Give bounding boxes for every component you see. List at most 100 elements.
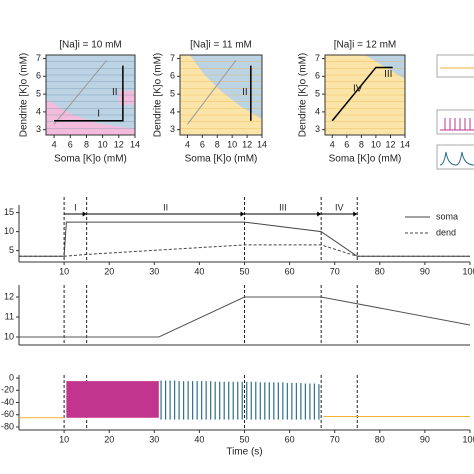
legend-label: soma	[436, 211, 458, 221]
x-axis-label: Soma [K]o (mM)	[185, 154, 258, 165]
y-tick-label: -60	[1, 409, 14, 419]
x-tick-label: 12	[114, 139, 124, 149]
plot-frame	[179, 54, 263, 136]
x-tick-label: 4	[330, 139, 335, 149]
x-tick-label: 20	[104, 434, 114, 444]
panel-title: [Na]i = 10 mM	[59, 40, 122, 51]
y-tick-label: 5	[36, 88, 41, 98]
x-tick-label: 6	[344, 139, 349, 149]
y-tick-label: 7	[170, 53, 175, 63]
line	[19, 244, 470, 257]
x-tick-label: 4	[185, 139, 190, 149]
inset-box	[436, 144, 474, 170]
x-tick-label: 6	[68, 139, 73, 149]
phase-label: I	[74, 202, 77, 212]
panel-title: [Na]i = 11 mM	[190, 40, 252, 51]
line	[53, 60, 108, 125]
line	[187, 60, 237, 125]
annotation: IV	[353, 83, 363, 94]
x-tick-label: 6	[200, 139, 205, 149]
region	[118, 91, 135, 105]
x-tick-label: 10	[227, 139, 237, 149]
x-tick-label: 10	[371, 139, 381, 149]
y-tick-label: 3	[36, 124, 41, 134]
y-tick-label: 3	[315, 124, 320, 134]
legend-label: dend	[436, 227, 456, 237]
x-tick-label: 12	[242, 139, 252, 149]
x-tick-label: 8	[359, 139, 364, 149]
x-axis-label: Time (s)	[226, 447, 262, 458]
line	[54, 65, 124, 122]
x-tick-label: 30	[149, 434, 159, 444]
y-axis-label: Dendrite [K]o (mM)	[19, 53, 30, 137]
y-tick-label: 5	[170, 88, 175, 98]
x-tick-label: 100	[462, 266, 474, 276]
x-tick-label: 8	[84, 139, 89, 149]
y-tick-label: 10	[4, 226, 14, 236]
phase-label: II	[163, 202, 168, 212]
annotation: II	[112, 87, 118, 98]
inset-box	[436, 109, 474, 135]
region	[46, 99, 135, 135]
x-axis-label: Soma [K]o (mM)	[54, 154, 127, 165]
y-tick-label: 4	[36, 106, 41, 116]
x-tick-label: 70	[330, 266, 340, 276]
x-tick-label: 4	[52, 139, 57, 149]
x-tick-label: 90	[420, 266, 430, 276]
y-tick-label: 10	[4, 331, 14, 341]
x-tick-label: 80	[375, 266, 385, 276]
y-tick-label: 7	[36, 53, 41, 63]
x-tick-label: 70	[330, 434, 340, 444]
x-tick-label: 40	[194, 266, 204, 276]
x-tick-label: 30	[149, 266, 159, 276]
x-tick-label: 100	[462, 434, 474, 444]
arrowhead	[353, 211, 358, 217]
y-tick-label: 3	[170, 124, 175, 134]
region	[189, 55, 262, 119]
x-tick-label: 50	[239, 266, 249, 276]
y-axis-label: Dendrite [K]o (mM)	[153, 53, 164, 137]
y-tick-label: 0	[9, 372, 14, 382]
line	[331, 66, 393, 122]
panel-title: [Na]i = 12 mM	[334, 40, 397, 51]
y-tick-label: -40	[1, 397, 14, 407]
y-tick-label: 7	[315, 53, 320, 63]
phase-label: IV	[335, 202, 344, 212]
x-tick-label: 10	[59, 266, 69, 276]
y-tick-label: -20	[1, 385, 14, 395]
arrowhead	[240, 211, 245, 217]
y-axis-label: Dendrite [K]o (mM)	[298, 53, 309, 137]
y-tick-label: 4	[315, 106, 320, 116]
y-tick-label: -80	[1, 421, 14, 431]
annotation: I	[97, 108, 100, 119]
cropped-insets	[436, 54, 474, 170]
y-tick-label: 12	[4, 291, 14, 301]
x-tick-label: 14	[257, 139, 267, 149]
y-tick-label: 11	[5, 311, 14, 321]
y-tick-label: 5	[9, 245, 14, 255]
x-tick-label: 20	[104, 266, 114, 276]
x-tick-label: 10	[59, 434, 69, 444]
arrowhead	[82, 211, 87, 217]
x-tick-label: 50	[239, 434, 249, 444]
x-axis-label: Soma [K]o (mM)	[329, 154, 402, 165]
plot-frame	[45, 54, 136, 136]
plot-frame	[324, 54, 406, 136]
annotation: II	[242, 87, 248, 98]
x-tick-label: 60	[285, 434, 295, 444]
inset-trace	[440, 118, 474, 131]
x-tick-label: 14	[130, 139, 140, 149]
y-tick-label: 4	[170, 106, 175, 116]
y-tick-label: 5	[315, 88, 320, 98]
x-tick-label: 14	[400, 139, 410, 149]
x-tick-label: 40	[194, 434, 204, 444]
annotation: III	[384, 69, 392, 80]
y-tick-label: 15	[4, 207, 14, 217]
y-tick-label: 6	[36, 71, 41, 81]
x-tick-label: 12	[385, 139, 395, 149]
line	[19, 296, 471, 338]
phase-label: III	[279, 202, 287, 212]
x-tick-label: 90	[420, 434, 430, 444]
x-tick-label: 8	[215, 139, 220, 149]
